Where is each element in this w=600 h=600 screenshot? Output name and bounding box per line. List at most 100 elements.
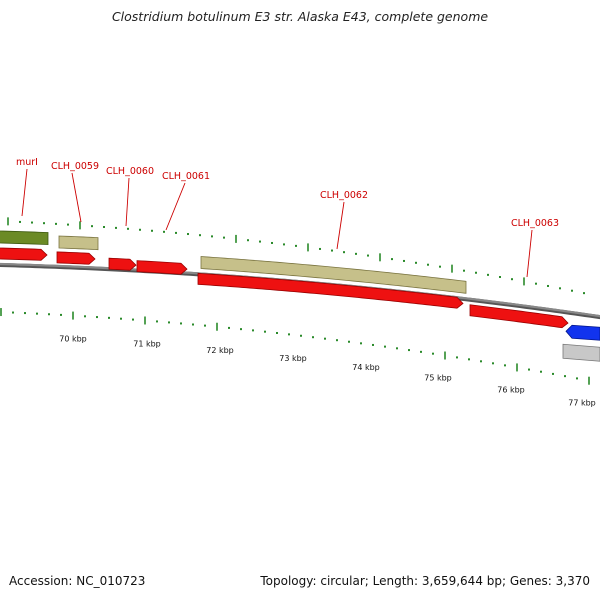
inner-minor-tick: [324, 337, 326, 340]
gene-labels: murI CLH_0059 CLH_0060 CLH_0061 CLH_0062 CLH_…: [16, 157, 559, 229]
inner-minor-tick: [36, 312, 38, 315]
outer-minor-tick: [199, 234, 201, 237]
inner-minor-tick: [84, 315, 86, 318]
outer-minor-tick: [43, 222, 45, 225]
inner-minor-tick: [540, 370, 542, 373]
inner-minor-tick: [480, 360, 482, 363]
cds-arrow-clh-0059: [56, 251, 96, 265]
outer-minor-tick: [427, 263, 429, 266]
outer-minor-tick: [163, 230, 165, 233]
reverse-gene-grey: [562, 343, 600, 362]
outer-minor-tick: [31, 221, 33, 224]
feature-track: [0, 230, 600, 362]
outer-minor-tick: [139, 228, 141, 231]
inner-minor-tick: [96, 316, 98, 319]
inner-minor-tick: [312, 336, 314, 339]
inner-minor-tick: [180, 322, 182, 325]
inner-minor-tick: [252, 329, 254, 332]
scale-label: 70 kbp: [59, 335, 87, 344]
outer-minor-tick: [463, 269, 465, 272]
reverse-cds-blue: [565, 324, 600, 341]
outer-minor-tick: [271, 241, 273, 244]
outer-minor-tick: [355, 252, 357, 255]
outer-minor-tick: [103, 226, 105, 229]
outer-minor-tick: [499, 276, 501, 278]
gene-bar-clh-0062: [200, 256, 467, 294]
gene-bar-murI: [0, 230, 49, 245]
inner-minor-tick: [168, 321, 170, 324]
gene-label: CLH_0062: [320, 190, 368, 201]
inner-minor-tick: [504, 364, 506, 367]
inner-minor-tick: [192, 323, 194, 326]
scale-label: 76 kbp: [497, 385, 525, 394]
outer-minor-tick: [319, 247, 321, 250]
inner-minor-tick: [300, 334, 302, 337]
outer-minor-tick: [295, 244, 297, 247]
inner-minor-tick: [276, 331, 278, 334]
inner-minor-tick: [564, 375, 566, 378]
cds-arrow-clh-0062: [197, 272, 464, 309]
outer-minor-tick: [547, 284, 549, 287]
outer-minor-tick: [415, 261, 417, 264]
inner-minor-tick: [492, 362, 494, 365]
outer-minor-tick: [571, 289, 573, 292]
inner-minor-tick: [156, 320, 158, 323]
scale-labels: 70 kbp 71 kbp 72 kbp 73 kbp 74 kbp 75 kbp 76 k…: [59, 335, 596, 408]
outer-minor-tick: [247, 239, 249, 242]
outer-minor-tick: [475, 271, 477, 274]
outer-minor-tick: [151, 229, 153, 232]
leader-line: [21, 168, 28, 217]
gene-label: CLH_0061: [162, 171, 210, 182]
cds-arrow-murI: [0, 247, 48, 261]
scale-label: 71 kbp: [133, 340, 161, 349]
inner-minor-tick: [408, 349, 410, 352]
leader-line: [526, 229, 533, 278]
inner-minor-tick: [576, 377, 578, 380]
outer-minor-tick: [331, 249, 333, 252]
outer-minor-tick: [127, 227, 129, 230]
outer-minor-tick: [223, 236, 225, 239]
inner-minor-tick: [228, 326, 230, 329]
outer-minor-tick: [487, 273, 489, 276]
inner-minor-tick: [396, 347, 398, 350]
inner-minor-tick: [336, 339, 338, 342]
inner-minor-tick: [60, 313, 62, 316]
outer-minor-tick: [187, 233, 189, 236]
inner-tick-track: [0, 308, 590, 385]
cds-arrow-clh-0061: [136, 260, 188, 275]
gene-label: murI: [16, 157, 38, 168]
gene-bar-clh-0059: [58, 235, 99, 251]
outer-minor-tick: [211, 235, 213, 238]
outer-minor-tick: [367, 254, 369, 257]
outer-minor-tick: [391, 258, 393, 261]
outer-minor-tick: [343, 251, 345, 254]
outer-minor-tick: [67, 223, 69, 226]
scale-label: 73 kbp: [279, 354, 307, 363]
outer-minor-tick: [511, 278, 513, 281]
inner-minor-tick: [360, 342, 362, 345]
leader-line: [336, 201, 345, 250]
inner-minor-tick: [12, 311, 14, 314]
outer-minor-tick: [283, 243, 285, 246]
outer-minor-tick: [259, 240, 261, 243]
inner-minor-tick: [384, 345, 386, 348]
inner-minor-tick: [204, 324, 206, 327]
scale-label: 75 kbp: [424, 373, 452, 382]
inner-minor-tick: [120, 317, 122, 320]
outer-minor-tick: [439, 265, 441, 268]
scale-label: 74 kbp: [352, 363, 380, 372]
inner-minor-tick: [456, 356, 458, 359]
inner-minor-tick: [108, 316, 110, 319]
inner-minor-tick: [48, 313, 50, 316]
outer-minor-tick: [559, 287, 561, 290]
leader-line: [125, 177, 130, 227]
inner-minor-tick: [432, 352, 434, 355]
gene-label: CLH_0063: [511, 218, 559, 229]
inner-minor-tick: [264, 330, 266, 333]
genome-summary-text: Topology: circular; Length: 3,659,644 bp…: [260, 574, 590, 588]
cds-arrow-clh-0063: [469, 304, 569, 329]
leader-line: [165, 182, 186, 231]
label-leader-lines: [21, 168, 533, 278]
outer-minor-tick: [535, 282, 537, 285]
inner-minor-tick: [468, 358, 470, 361]
